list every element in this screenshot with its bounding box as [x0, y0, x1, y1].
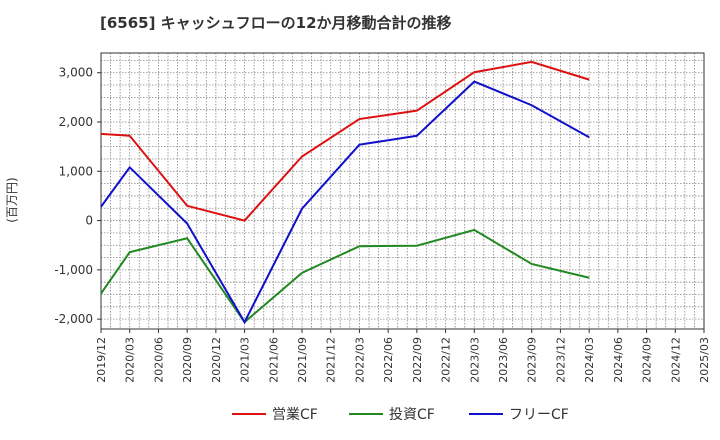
- plot-frame: [100, 52, 705, 330]
- x-tick-label: 2022/09: [411, 337, 424, 383]
- y-axis: 3,000 2,000 1,000 0 -1,000 -2,000: [54, 66, 101, 326]
- y-tick-label: 2,000: [59, 115, 93, 129]
- x-tick-label: 2024/12: [669, 337, 682, 383]
- y-tick-label: 0: [85, 214, 93, 228]
- x-tick-label: 2024/06: [612, 337, 625, 383]
- series-line: [100, 228, 590, 324]
- y-tick-label: 1,000: [59, 164, 93, 178]
- series-line: [100, 80, 590, 325]
- x-tick-label: 2020/03: [124, 337, 137, 383]
- grid: [101, 53, 704, 329]
- x-tick-label: 2020/06: [152, 337, 165, 383]
- legend: 営業CF 投資CF フリーCF: [232, 407, 569, 423]
- series-layer: [100, 60, 590, 325]
- y-tick-label: -2,000: [54, 312, 93, 326]
- y-tick-label: 3,000: [59, 66, 93, 80]
- x-tick-label: 2025/03: [698, 337, 711, 383]
- x-tick-label: 2023/03: [468, 337, 481, 383]
- x-tick-label: 2023/09: [526, 337, 539, 383]
- x-tick-label: 2020/09: [181, 337, 194, 383]
- x-tick-label: 2022/03: [353, 337, 366, 383]
- x-tick-label: 2022/06: [382, 337, 395, 383]
- x-tick-label: 2019/12: [95, 337, 108, 383]
- x-axis: 2019/12 2020/03 2020/06 2020/09 2020/12 2021/…: [95, 329, 711, 383]
- legend-label: 営業CF: [272, 407, 318, 423]
- x-tick-label: 2024/03: [583, 337, 596, 383]
- legend-label: フリーCF: [509, 407, 569, 423]
- x-tick-label: 2022/12: [440, 337, 453, 383]
- y-tick-label: -1,000: [54, 263, 93, 277]
- x-tick-label: 2021/03: [239, 337, 252, 383]
- y-axis-label: (百万円): [5, 177, 19, 222]
- x-tick-label: 2023/12: [554, 337, 567, 383]
- x-tick-label: 2023/06: [497, 337, 510, 383]
- chart-title: [6565] キャッシュフローの12か月移動合計の推移: [100, 14, 452, 32]
- x-tick-label: 2021/06: [267, 337, 280, 383]
- x-tick-label: 2021/09: [296, 337, 309, 383]
- legend-label: 投資CF: [389, 407, 435, 423]
- series-line: [100, 60, 590, 222]
- x-tick-label: 2020/12: [210, 337, 223, 383]
- x-tick-label: 2024/09: [641, 337, 654, 383]
- x-tick-label: 2021/12: [325, 337, 338, 383]
